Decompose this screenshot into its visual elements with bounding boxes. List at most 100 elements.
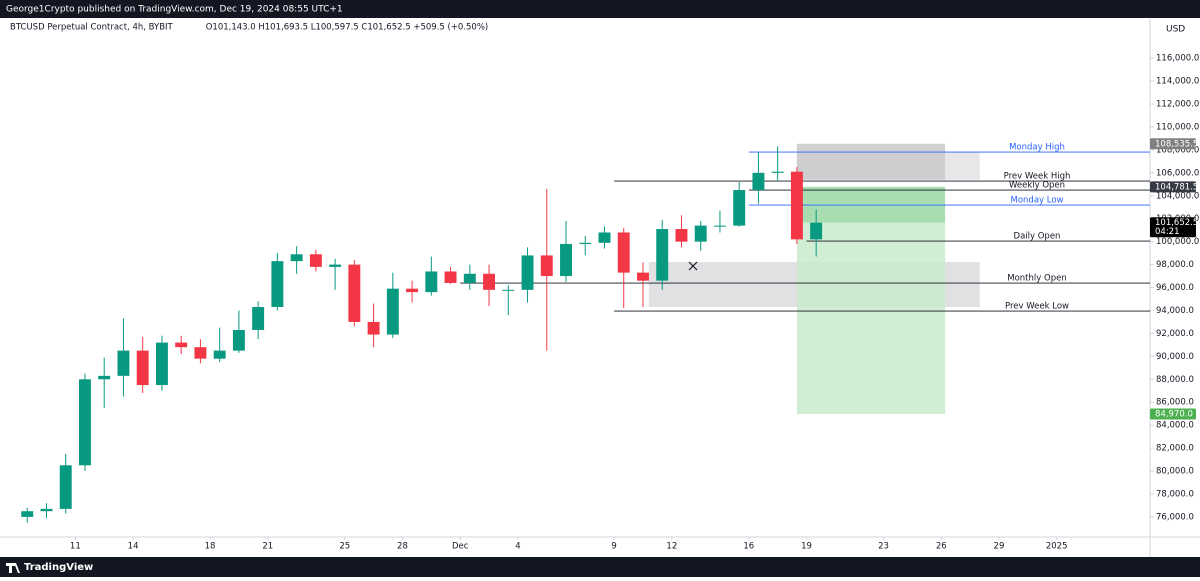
level-label: Prev Week High [1004, 172, 1071, 182]
candle-body [40, 508, 53, 512]
candle-body [810, 222, 823, 240]
x-tick-label: 18 [205, 542, 216, 552]
candle-body [713, 225, 726, 227]
y-tick-label: 84,000.0 [1156, 421, 1194, 431]
candle-body [136, 350, 149, 386]
candle-body [155, 342, 168, 386]
x-tick-label: Dec [452, 542, 469, 552]
x-tick-label: 19 [801, 542, 812, 552]
candle-body [617, 232, 630, 273]
x-tick-label: 11 [70, 542, 81, 552]
y-tick-label: 104,000.0 [1156, 191, 1199, 201]
y-tick-label: 116,000.0 [1156, 54, 1199, 64]
candle-body [194, 347, 207, 359]
candle-body [425, 271, 438, 293]
candle-body [656, 229, 669, 281]
x-tick-label: 26 [936, 542, 947, 552]
candle-body [521, 255, 534, 290]
x-tick-label: 16 [743, 542, 754, 552]
x-tick-label: 2025 [1046, 542, 1068, 552]
y-tick-label: 110,000.0 [1156, 122, 1199, 132]
candle-body [348, 264, 361, 322]
candle-body [175, 342, 188, 348]
candle-body [752, 172, 765, 191]
currency: USD [1166, 25, 1185, 35]
zone [796, 222, 946, 415]
candle-body [59, 465, 72, 509]
candle-body [98, 375, 111, 380]
x-tick-label: 23 [878, 542, 889, 552]
y-tick-label: 96,000.0 [1156, 283, 1194, 293]
price-label-bg [1150, 408, 1196, 420]
candle-body [444, 271, 457, 283]
candle-body [483, 273, 496, 290]
price-label: 84,970.0 [1155, 410, 1193, 420]
candle-body [232, 329, 245, 351]
candle-body [502, 289, 515, 291]
candle-body [598, 232, 611, 243]
level-label: Weekly Open [1009, 181, 1065, 191]
top-bar [0, 0, 1200, 18]
candle-body [406, 288, 419, 293]
y-tick-label: 100,000.0 [1156, 237, 1199, 247]
level-label: Daily Open [1014, 232, 1061, 242]
y-tick-label: 88,000.0 [1156, 375, 1194, 385]
level-label: Prev Week Low [1005, 302, 1069, 312]
candle-body [540, 255, 553, 277]
y-tick-label: 94,000.0 [1156, 306, 1194, 316]
bottom-bar [0, 557, 1200, 577]
candle-body [21, 511, 34, 517]
brand-text: TradingView [24, 562, 93, 573]
y-tick-label: 106,000.0 [1156, 168, 1199, 178]
level-label: Monthly Open [1007, 274, 1066, 284]
level-label: Monday High [1009, 143, 1065, 153]
candle-body [290, 254, 303, 262]
x-tick-label: 25 [339, 542, 350, 552]
candle-body [367, 321, 380, 335]
published-text: George1Crypto published on TradingView.c… [6, 5, 343, 15]
price-label: 104,781.5 [1155, 182, 1198, 192]
price-label-bg [1150, 181, 1196, 193]
level-label: Monday Low [1011, 196, 1064, 206]
x-tick-label: 4 [515, 542, 520, 552]
candle-body [386, 288, 399, 335]
candle-body [213, 350, 226, 359]
x-tick-label: 14 [128, 542, 139, 552]
ohlc-text: O101,143.0 H101,693.5 L100,597.5 C101,65… [206, 23, 489, 33]
candle-body [560, 243, 572, 277]
y-tick-label: 76,000.0 [1156, 512, 1194, 522]
cross-marker [688, 261, 698, 271]
x-tick-label: 21 [262, 542, 273, 552]
candle-body [309, 254, 322, 267]
y-tick-label: 114,000.0 [1156, 77, 1199, 87]
candle-body [252, 307, 265, 330]
y-tick-label: 90,000.0 [1156, 352, 1194, 362]
zone [796, 143, 946, 180]
candle-body [637, 272, 649, 281]
price-countdown: 04:21 [1155, 227, 1180, 237]
symbol-text: BTCUSD Perpetual Contract, 4h, BYBIT [10, 23, 174, 33]
candle-body [771, 171, 784, 173]
y-tick-label: 80,000.0 [1156, 467, 1194, 477]
y-tick-label: 78,000.0 [1156, 489, 1194, 499]
y-tick-label: 92,000.0 [1156, 329, 1194, 339]
candle-body [733, 190, 746, 226]
x-tick-label: 12 [666, 542, 677, 552]
y-tick-label: 112,000.0 [1156, 100, 1199, 110]
x-tick-label: 9 [611, 542, 616, 552]
y-tick-label: 86,000.0 [1156, 398, 1194, 408]
x-tick-label: 28 [397, 542, 408, 552]
candle-body [463, 273, 476, 283]
price-label-bg [1150, 217, 1196, 238]
candle-body [579, 242, 592, 244]
candle-body [79, 379, 91, 466]
x-tick-label: 29 [994, 542, 1005, 552]
y-tick-label: 98,000.0 [1156, 260, 1194, 270]
y-tick-label: 82,000.0 [1156, 444, 1194, 454]
price-label-bg [1150, 138, 1196, 150]
candle-body [271, 261, 284, 308]
price-label: 101,652.5 [1155, 218, 1198, 228]
candle-body [694, 225, 707, 242]
y-tick-label: 108,000.0 [1156, 145, 1199, 155]
candle-body [790, 171, 803, 240]
